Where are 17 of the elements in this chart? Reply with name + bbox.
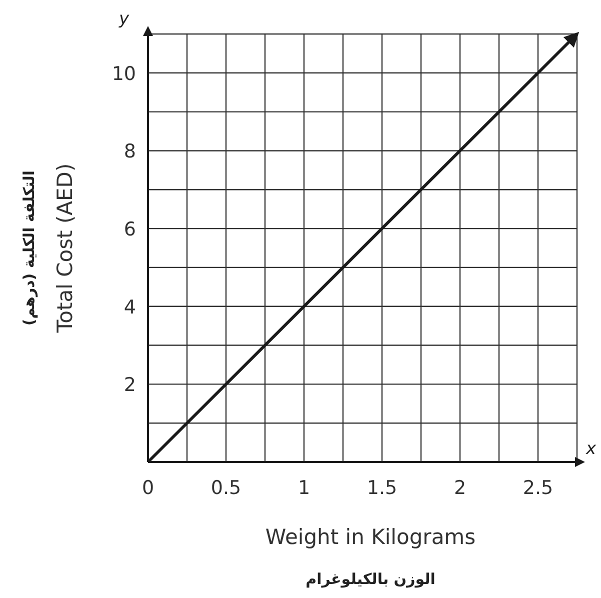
x-axis-title: Weight in Kilograms xyxy=(265,525,476,549)
x-tick-label: 2 xyxy=(454,477,466,499)
y-tick-label: 6 xyxy=(124,218,136,241)
x-tick-label: 0 xyxy=(142,477,154,499)
y-tick-label: 8 xyxy=(124,140,136,163)
x-tick-label: 1.5 xyxy=(366,477,398,499)
y-axis-title: Total Cost (AED) xyxy=(53,163,77,334)
text: x xyxy=(584,439,597,459)
y-tick-label: 4 xyxy=(124,296,136,318)
text: الوزن بالكيلوغرام xyxy=(306,570,436,588)
y-tick-label: 2 xyxy=(124,374,136,396)
x-tick-label: 0.5 xyxy=(210,477,242,499)
text: y xyxy=(118,9,130,29)
y-tick-label: 10 xyxy=(112,62,136,85)
x-tick-label: 2.5 xyxy=(522,477,554,499)
text: التكلفة الكلية (درهم) xyxy=(20,170,38,326)
x-tick-label: 1 xyxy=(298,477,310,499)
